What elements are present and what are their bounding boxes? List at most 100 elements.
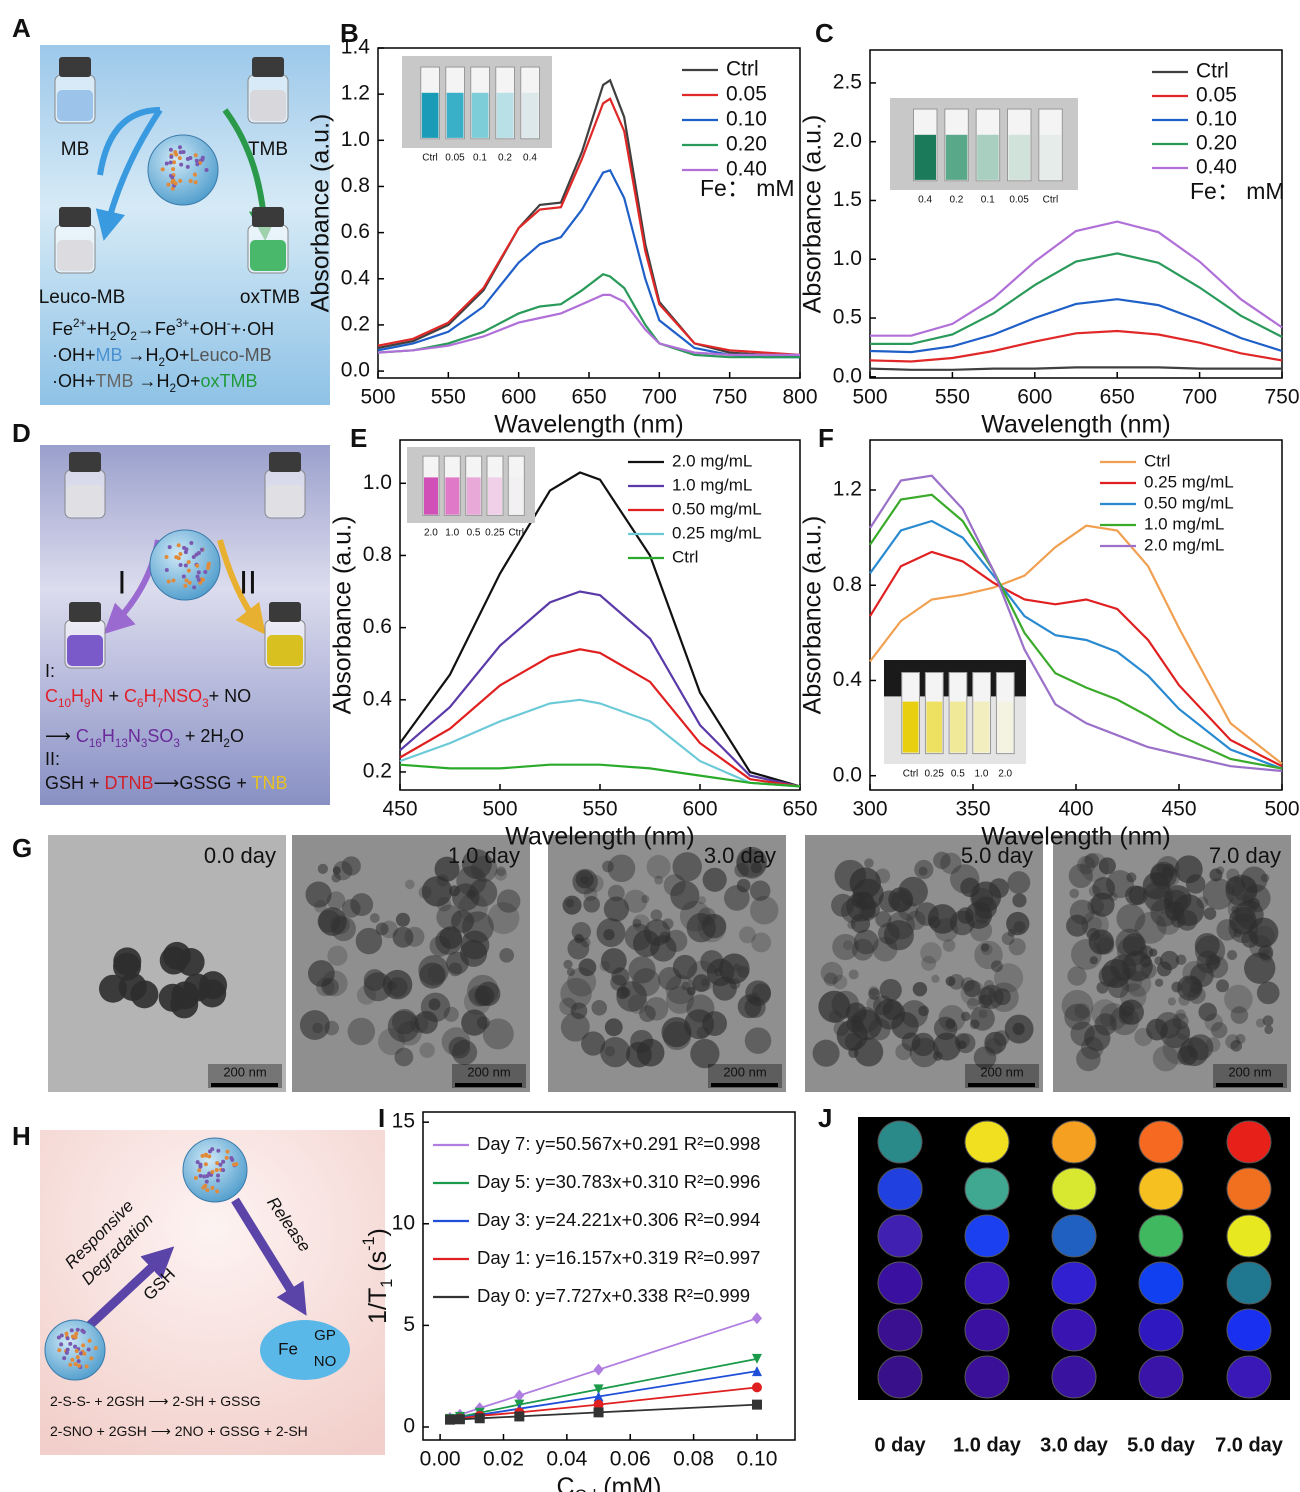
inset-label: 1.0 [975,769,989,780]
tem-particle [1216,979,1229,992]
nanoparticle-dot [94,1346,98,1350]
nanoparticle-dot [85,1365,89,1369]
nanoparticle-dot [165,162,169,166]
mri-sample [1052,1309,1096,1351]
tem-particle [1109,892,1118,901]
cuvette-liquid [488,477,502,514]
x-tick-label: 500 [360,386,395,409]
tem-particle [843,940,853,950]
legend-label: Ctrl [1144,451,1170,470]
inset-label: 0.1 [473,153,487,164]
mri-label: 5.0 day [1127,1434,1196,1456]
nanoparticle-dot [169,148,173,152]
equation: GSH + DTNB⟶GSSG + TNB [45,773,288,793]
nanoparticle-dot [66,1348,70,1352]
cuvette-liquid [422,93,439,138]
tem-particle [561,1013,590,1042]
scale-bar-label: 200 nm [723,1064,766,1079]
tem-particle [1153,1046,1179,1072]
text-segment: + NO [209,686,252,706]
tem-particle [331,916,356,941]
text-segment: 16 [89,737,102,750]
equation: I: [45,661,55,681]
text-segment: H [102,726,115,746]
mri-sample [1227,1168,1271,1210]
y-tick-label: 1.2 [833,478,862,501]
nanoparticle-dot [216,1149,220,1153]
text-segment: (mM) [596,1473,661,1492]
tem-particle [1135,912,1167,944]
text-segment: MB [96,345,123,365]
tem-particle [1077,856,1095,874]
x-tick-label: 500 [1264,798,1299,821]
tem-particle [624,890,647,913]
mri-label: 7.0 day [1215,1434,1284,1456]
data-point [752,1400,762,1410]
nanoparticle-dot [188,581,192,585]
text-segment: 1 [378,1279,396,1288]
mri-sample [1227,1262,1271,1304]
tem-particle [605,1018,623,1036]
tem-particle [1256,1018,1265,1027]
tem-particle [1155,979,1163,987]
data-line [378,274,800,357]
data-point [752,1312,762,1324]
nanoparticle-dot [57,1348,61,1352]
x-tick-label: 350 [955,798,990,821]
text-segment: + 2H [180,726,224,746]
nanoparticle-dot [201,1154,205,1158]
nanoparticle-dot [170,175,174,179]
legend-label: 0.25 mg/mL [1144,472,1234,491]
nanoparticle-dot [207,1154,211,1158]
text-segment: 10 [58,697,72,710]
nanoparticle-dot [76,1355,80,1359]
vial-liquid [57,90,93,121]
cuvette-liquid [522,93,539,138]
x-tick-label: 500 [852,386,887,409]
cuvette-liquid [1040,135,1062,180]
cuvette-liquid [509,477,523,514]
text-segment: →Fe [137,319,176,339]
legend-label: Day 1: y=16.157x+0.319 R²=0.997 [477,1247,760,1268]
x-tick-label: 600 [1017,386,1052,409]
nanoparticle-dot [216,1173,220,1177]
tem-particle [984,1032,1006,1054]
tem-particle [437,874,449,886]
vial-liquid [250,90,286,121]
tem-particle [663,918,674,929]
text-segment: (s [364,1251,392,1279]
x-tick-label: 300 [852,798,887,821]
nanoparticle-dot [229,1156,233,1160]
nanoparticle-dot [221,1160,225,1164]
tem-particle [831,894,854,917]
cuvette-liquid [950,702,966,753]
tem-particle [933,852,950,869]
nanoparticle-dot [194,180,198,184]
nanoparticle-dot [169,155,173,159]
product-label: NO [314,1353,337,1370]
text-segment: C [557,1473,575,1492]
nanoparticle-dot [88,1339,92,1343]
tem-particle [616,981,647,1012]
tem-particle [931,975,939,983]
tem-particle [327,946,347,966]
inset-label: 0.05 [1009,195,1029,206]
cuvette-liquid [926,702,942,753]
x-axis-title: CGd (mM) [557,1473,662,1492]
tem-particle [576,870,594,888]
tem-particle [1067,966,1086,985]
y-tick-label: 1.0 [363,471,392,494]
nanoparticle-dot [197,578,201,582]
legend-label: 0.10 [726,108,767,131]
tem-particle [913,982,927,996]
nanoparticle-dot [198,1165,202,1169]
nanoparticle-dot [178,552,182,556]
tem-particle [387,981,396,990]
x-tick-label: 0.06 [610,1448,651,1471]
panel-label: H [12,1121,31,1151]
tem-particle [956,1033,976,1053]
mri-sample [1227,1356,1271,1398]
scale-bar-label: 200 nm [980,1064,1023,1079]
x-axis-title: Wavelength (nm) [981,823,1170,851]
tem-particle [737,879,751,893]
